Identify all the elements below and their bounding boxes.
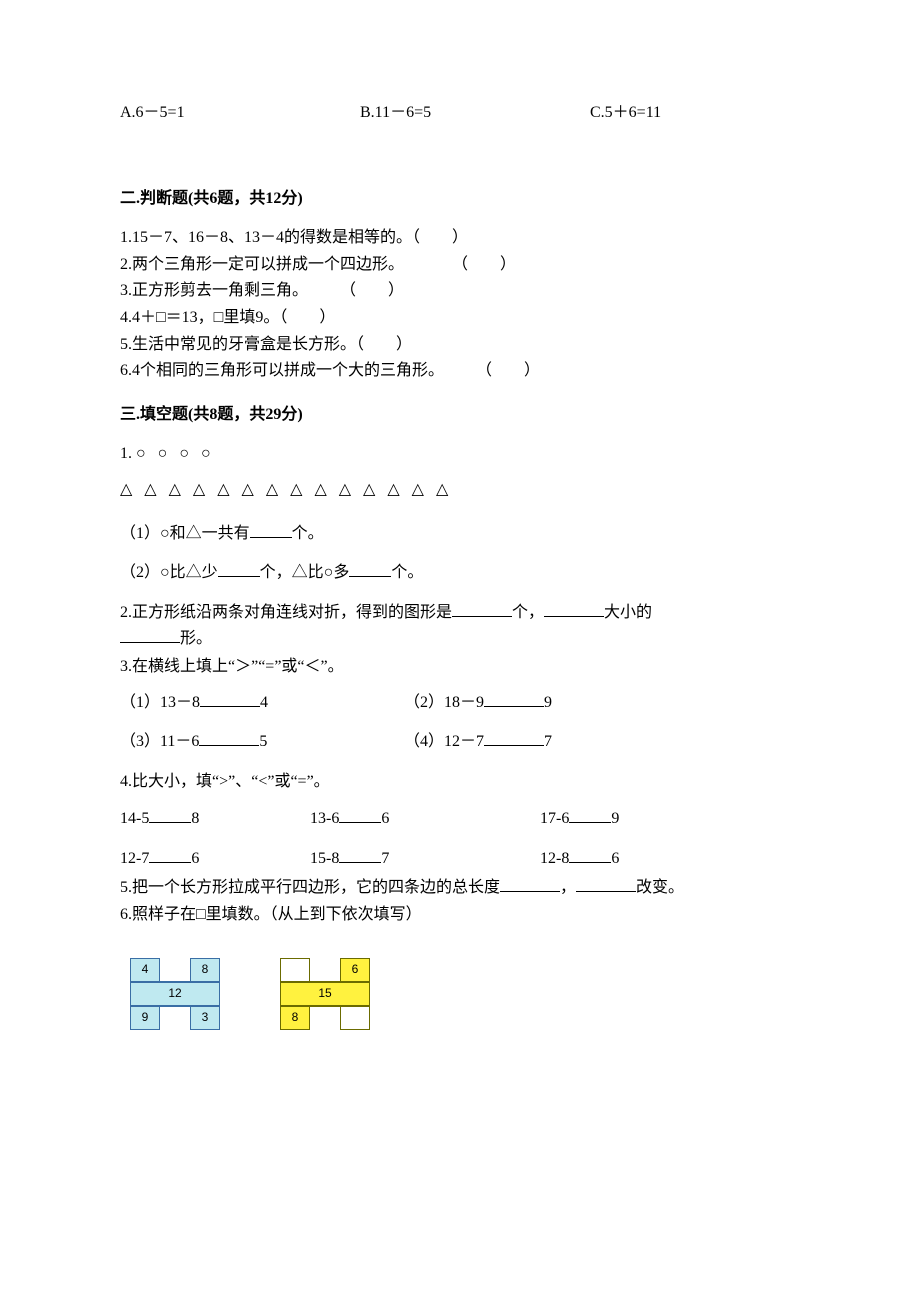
q3-2-post: 9	[544, 694, 552, 711]
d2-middle: 15	[280, 982, 370, 1006]
blank	[339, 806, 381, 823]
d2-top-left	[280, 958, 310, 982]
blank	[149, 846, 191, 863]
blank	[349, 560, 391, 577]
judge-item-3: 3.正方形剪去一角剩三角。 （ ）	[120, 278, 800, 304]
option-a: A.6－5=1	[120, 100, 360, 126]
judge-item-5: 5.生活中常见的牙膏盒是长方形。（ ）	[120, 332, 800, 358]
q2-a: 2.正方形纸沿两条对角连线对折，得到的图形是	[120, 604, 452, 621]
q1-label: 1.	[120, 445, 132, 462]
blank	[544, 600, 604, 617]
d1-top-gap	[160, 958, 190, 982]
q1-sub2: （2）○比△少 个，△比○多 个。	[120, 560, 800, 586]
q1-sub2-a: （2）○比△少	[120, 564, 218, 581]
q5-b: ，	[560, 879, 576, 896]
q4-row1: 14-5 8 13-6 6 17-6 9	[120, 806, 800, 832]
d2-top-gap	[310, 958, 340, 982]
blank	[484, 690, 544, 707]
blank	[576, 875, 636, 892]
option-c: C.5＋6=11	[590, 100, 661, 126]
q2-c: 大小的	[604, 604, 652, 621]
d1-top-left: 4	[130, 958, 160, 982]
blank	[200, 690, 260, 707]
q3-row1: （1）13－8 4 （2）18－9 9	[120, 690, 800, 716]
q1-triangles-row: △ △ △ △ △ △ △ △ △ △ △ △ △ △	[120, 477, 800, 503]
section-3-header: 三.填空题(共8题，共29分)	[120, 402, 800, 428]
q3-4-pre: （4）12－7	[404, 733, 484, 750]
q4-row2: 12-7 6 15-8 7 12-8 6	[120, 846, 800, 872]
page-root: A.6－5=1 B.11－6=5 C.5＋6=11 二.判断题(共6题，共12分…	[0, 0, 920, 1302]
q3-1-pre: （1）13－8	[120, 694, 200, 711]
q3-3-post: 5	[259, 733, 267, 750]
q2-b: 个，	[512, 604, 544, 621]
q1-circles-row: ○ ○ ○ ○	[136, 445, 215, 462]
d2-bottom-left: 8	[280, 1006, 310, 1030]
q4-r1c3-pre: 17-6	[540, 810, 569, 827]
q2-d: 形。	[180, 630, 212, 647]
judge-item-1: 1.15－7、16－8、13－4的得数是相等的。（ ）	[120, 225, 800, 251]
q4-r1c2-post: 6	[381, 810, 389, 827]
q2: 2.正方形纸沿两条对角连线对折，得到的图形是 个， 大小的	[120, 600, 800, 626]
diagram-1: 4 8 12 9 3	[130, 958, 220, 1030]
q1-sub2-b: 个，△比○多	[260, 564, 350, 581]
q5-c: 改变。	[636, 879, 684, 896]
d1-bottom-gap	[160, 1006, 190, 1030]
q4-r2c3-post: 6	[611, 850, 619, 867]
d2-bottom-gap	[310, 1006, 340, 1030]
q3-header: 3.在横线上填上“＞”“=”或“＜”。	[120, 654, 800, 680]
top-option-row: A.6－5=1 B.11－6=5 C.5＋6=11	[120, 100, 800, 126]
blank	[218, 560, 260, 577]
judge-item-6: 6.4个相同的三角形可以拼成一个大的三角形。 （ ）	[120, 358, 800, 384]
blank	[500, 875, 560, 892]
q3-2-pre: （2）18－9	[404, 694, 484, 711]
option-b: B.11－6=5	[360, 100, 590, 126]
q4-r2c2-pre: 15-8	[310, 850, 339, 867]
q4-r2c1-post: 6	[191, 850, 199, 867]
q5-a: 5.把一个长方形拉成平行四边形，它的四条边的总长度	[120, 879, 500, 896]
blank	[199, 729, 259, 746]
q4-r2c3-pre: 12-8	[540, 850, 569, 867]
q1-sub1-before: （1）○和△一共有	[120, 525, 250, 542]
q3-1-post: 4	[260, 694, 268, 711]
d1-top-right: 8	[190, 958, 220, 982]
diagram-2: 6 15 8	[280, 958, 370, 1030]
q3-3-pre: （3）11－6	[120, 733, 199, 750]
blank	[569, 806, 611, 823]
blank	[484, 729, 544, 746]
judge-item-2: 2.两个三角形一定可以拼成一个四边形。 （ ）	[120, 252, 800, 278]
d2-top-right: 6	[340, 958, 370, 982]
q3-row2: （3）11－6 5 （4）12－7 7	[120, 729, 800, 755]
blank	[149, 806, 191, 823]
d2-bottom-right	[340, 1006, 370, 1030]
q4-r1c1-pre: 14-5	[120, 810, 149, 827]
q4-r2c2-post: 7	[381, 850, 389, 867]
blank	[452, 600, 512, 617]
judge-item-4: 4.4＋□＝13，□里填9。（ ）	[120, 305, 800, 331]
q4-r2c1-pre: 12-7	[120, 850, 149, 867]
d1-middle: 12	[130, 982, 220, 1006]
q4-r1c2-pre: 13-6	[310, 810, 339, 827]
q1-sub1-after: 个。	[292, 525, 324, 542]
q3-4-post: 7	[544, 733, 552, 750]
section-2-header: 二.判断题(共6题，共12分)	[120, 186, 800, 212]
blank	[569, 846, 611, 863]
q1-sub2-c: 个。	[391, 564, 423, 581]
q4-header: 4.比大小，填“>”、“<”或“=”。	[120, 769, 800, 795]
q1-sub1: （1）○和△一共有 个。	[120, 521, 800, 547]
q4-r1c3-post: 9	[611, 810, 619, 827]
q6: 6.照样子在□里填数。（从上到下依次填写）	[120, 902, 800, 928]
diagram-row: 4 8 12 9 3 6 15 8	[120, 958, 800, 1030]
blank	[120, 626, 180, 643]
blank	[339, 846, 381, 863]
q5: 5.把一个长方形拉成平行四边形，它的四条边的总长度 ， 改变。	[120, 875, 800, 901]
d1-bottom-right: 3	[190, 1006, 220, 1030]
q4-r1c1-post: 8	[191, 810, 199, 827]
d1-bottom-left: 9	[130, 1006, 160, 1030]
blank	[250, 521, 292, 538]
q2-line2: 形。	[120, 626, 800, 652]
